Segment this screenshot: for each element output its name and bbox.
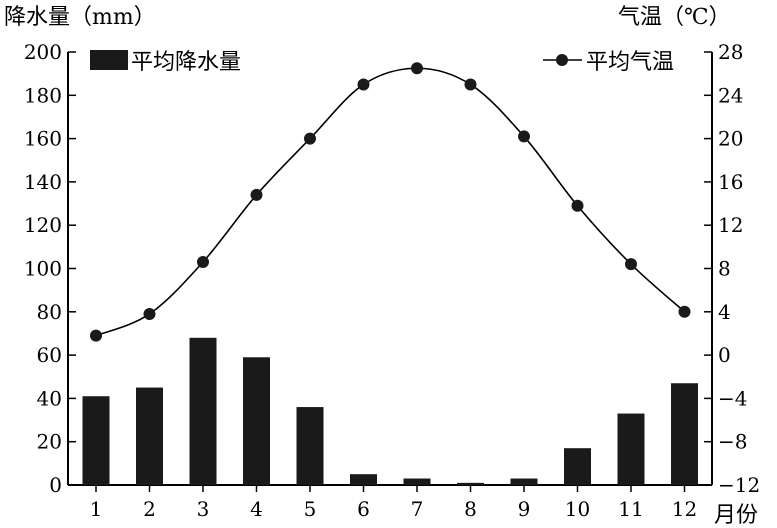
precipitation-bar xyxy=(296,407,324,485)
temperature-point xyxy=(197,256,209,269)
x-tick-label: 3 xyxy=(197,497,210,521)
right-tick-label: 8 xyxy=(718,257,731,281)
x-tick-label: 2 xyxy=(143,497,156,521)
temperature-point xyxy=(357,78,370,91)
right-tick-label: −8 xyxy=(718,430,747,454)
temperature-line xyxy=(95,67,686,337)
precipitation-bar xyxy=(189,337,217,485)
left-tick-label: 60 xyxy=(37,343,62,367)
x-tick-label: 1 xyxy=(90,497,103,521)
legend-point-marker xyxy=(556,54,568,66)
left-axis-label: 降水量（mm） xyxy=(4,5,156,30)
precipitation-bar xyxy=(82,396,110,485)
precipitation-bar xyxy=(617,413,645,485)
left-tick-label: 180 xyxy=(24,83,62,107)
temperature-point xyxy=(571,199,584,212)
temperature-point xyxy=(250,188,263,201)
right-tick-label: 4 xyxy=(718,300,731,324)
x-tick-label: 7 xyxy=(411,497,424,521)
right-tick-label: 20 xyxy=(718,127,743,151)
temperature-point xyxy=(304,132,316,145)
left-tick-label: 160 xyxy=(24,127,62,151)
left-tick-label: 0 xyxy=(49,473,62,497)
precipitation-bar xyxy=(403,478,431,485)
temperature-series xyxy=(90,62,691,342)
right-axis-label: 气温（℃） xyxy=(618,5,731,30)
temperature-point xyxy=(90,329,102,342)
x-tick-label: 6 xyxy=(357,497,370,521)
ticks: 020406080100120140160180200−12−8−4048121… xyxy=(24,40,760,521)
left-tick-label: 120 xyxy=(24,213,62,237)
axes xyxy=(67,52,713,486)
temperature-point xyxy=(678,305,691,318)
right-tick-label: −4 xyxy=(718,386,747,410)
x-tick-label: 5 xyxy=(304,497,317,521)
legend-temperature: 平均气温 xyxy=(543,50,674,75)
left-tick-label: 20 xyxy=(37,430,62,454)
right-tick-label: 24 xyxy=(718,83,743,107)
x-tick-label: 9 xyxy=(518,497,531,521)
right-tick-label: 28 xyxy=(718,40,743,64)
precipitation-bar xyxy=(510,478,538,485)
right-tick-label: 0 xyxy=(718,343,731,367)
x-tick-label: 8 xyxy=(464,497,477,521)
legend-precipitation: 平均降水量 xyxy=(90,50,241,75)
legend-bar-swatch xyxy=(90,50,128,70)
right-tick-label: 12 xyxy=(718,213,743,237)
left-tick-label: 40 xyxy=(37,386,62,410)
left-tick-label: 140 xyxy=(24,170,62,194)
precipitation-bar xyxy=(671,383,698,485)
precipitation-bar xyxy=(243,357,270,485)
precipitation-bar xyxy=(564,448,591,485)
temperature-point xyxy=(518,130,530,143)
x-tick-label: 12 xyxy=(672,497,697,521)
precipitation-bar xyxy=(350,474,377,485)
temperature-point xyxy=(143,307,156,320)
left-tick-label: 80 xyxy=(37,300,62,324)
temperature-point xyxy=(464,78,477,91)
right-tick-label: −12 xyxy=(718,473,760,497)
temperature-point xyxy=(625,258,637,271)
precipitation-bar xyxy=(136,387,163,485)
right-tick-label: 16 xyxy=(718,170,743,194)
precipitation-bars xyxy=(82,337,698,485)
temperature-point xyxy=(411,62,423,75)
precipitation-bar xyxy=(457,482,484,485)
legend-temperature-label: 平均气温 xyxy=(586,50,674,75)
x-tick-label: 4 xyxy=(250,497,263,521)
left-tick-label: 200 xyxy=(24,40,62,64)
left-tick-label: 100 xyxy=(24,257,62,281)
x-axis-unit: 月份 xyxy=(714,503,758,528)
legend-precipitation-label: 平均降水量 xyxy=(131,50,241,75)
x-tick-label: 10 xyxy=(565,497,590,521)
x-tick-label: 11 xyxy=(618,497,643,521)
